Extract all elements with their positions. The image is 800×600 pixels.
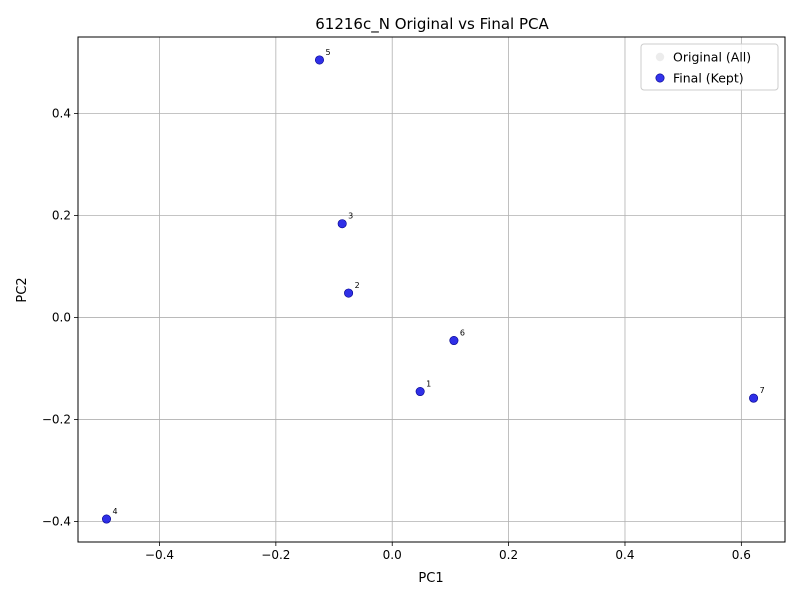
point-label: 4 <box>113 507 118 516</box>
x-tick-label: −0.2 <box>261 548 290 562</box>
x-tick-label: 0.6 <box>732 548 751 562</box>
point-label: 6 <box>460 329 465 338</box>
legend-marker <box>655 73 665 83</box>
chart-title: 61216c_N Original vs Final PCA <box>315 15 549 34</box>
y-tick-label: 0.2 <box>52 209 71 223</box>
data-point <box>449 336 459 346</box>
point-label: 7 <box>760 386 765 395</box>
y-tick-label: −0.4 <box>42 515 71 529</box>
data-points: 1 2 3 4 5 6 7 <box>102 48 765 524</box>
grid-lines <box>78 37 785 542</box>
data-point <box>102 514 112 524</box>
y-axis-label: PC2 <box>15 277 30 302</box>
data-point <box>415 387 425 397</box>
x-tick-label: 0.2 <box>499 548 518 562</box>
series-original <box>102 55 758 524</box>
data-point <box>749 393 759 403</box>
y-tick-label: 0.0 <box>52 311 71 325</box>
x-tick-label: −0.4 <box>145 548 174 562</box>
x-axis-ticks: −0.4 −0.2 0.0 0.2 0.4 0.6 <box>145 542 751 562</box>
data-point <box>337 219 347 229</box>
point-label: 2 <box>355 281 360 290</box>
legend: Original (All) Final (Kept) <box>640 43 779 91</box>
y-tick-label: 0.4 <box>52 107 71 121</box>
legend-box <box>640 43 779 91</box>
x-tick-label: 0.0 <box>383 548 402 562</box>
x-tick-label: 0.4 <box>615 548 634 562</box>
point-label: 5 <box>325 48 330 57</box>
point-label: 1 <box>426 380 431 389</box>
data-point <box>314 55 324 65</box>
series-final: 1 2 3 4 5 6 7 <box>102 48 765 524</box>
x-axis-label: PC1 <box>418 571 443 586</box>
plot-frame <box>77 36 786 543</box>
y-tick-label: −0.2 <box>42 413 71 427</box>
point-label: 3 <box>348 212 353 221</box>
legend-marker <box>655 52 665 62</box>
legend-entry: Original (All) <box>673 50 751 65</box>
data-point <box>344 288 354 298</box>
legend-entry: Final (Kept) <box>673 71 744 86</box>
y-axis-ticks: −0.4 −0.2 0.0 0.2 0.4 <box>42 107 78 529</box>
